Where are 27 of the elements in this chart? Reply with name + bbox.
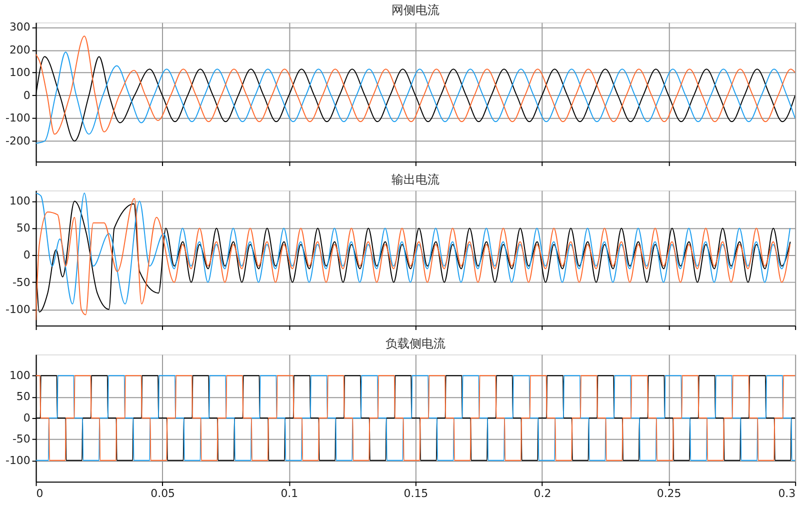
y-tick-label: 50 [16,222,30,235]
y-tick-label: 200 [9,43,30,56]
y-tick-label: -200 [6,134,30,148]
y-tick-label: -100 [6,112,30,125]
chart-title: 网侧电流 [391,3,440,18]
x-tick-label: 0 [36,486,44,500]
y-tick-label: -100 [6,302,30,316]
line-series [36,36,796,135]
x-tick-label: 0.25 [656,486,682,500]
y-tick-label: -50 [12,276,30,289]
y-tick-label: 100 [9,194,30,208]
y-tick-label: 100 [9,66,30,80]
x-tick-label: 0.3 [778,486,796,500]
y-tick-label: 100 [9,369,30,382]
x-tick-label: 0.1 [280,486,298,500]
chart-title: 负载侧电流 [385,336,446,350]
y-tick-label: 50 [16,390,30,404]
x-tick-label: 0.2 [534,486,552,500]
y-tick-label: 0 [23,88,30,102]
y-tick-label: 0 [23,248,30,262]
y-tick-label: 0 [23,411,30,424]
x-tick-label: 0.05 [150,486,175,500]
y-tick-label: 300 [9,20,30,34]
x-tick-label: 0.15 [404,486,428,500]
y-tick-label: -50 [12,432,30,446]
y-tick-label: -100 [6,454,30,467]
chart-title: 输出电流 [391,172,440,186]
